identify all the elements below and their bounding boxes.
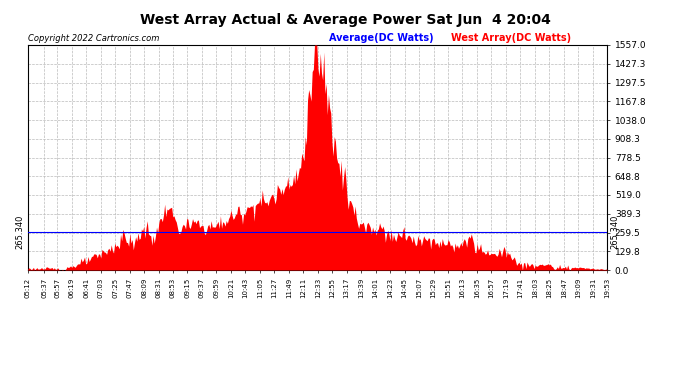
Text: 265.340: 265.340 <box>610 214 619 249</box>
Text: West Array Actual & Average Power Sat Jun  4 20:04: West Array Actual & Average Power Sat Ju… <box>139 13 551 27</box>
Text: 265.340: 265.340 <box>16 214 25 249</box>
Text: Copyright 2022 Cartronics.com: Copyright 2022 Cartronics.com <box>28 34 159 43</box>
Text: West Array(DC Watts): West Array(DC Watts) <box>451 33 571 43</box>
Text: Average(DC Watts): Average(DC Watts) <box>329 33 433 43</box>
